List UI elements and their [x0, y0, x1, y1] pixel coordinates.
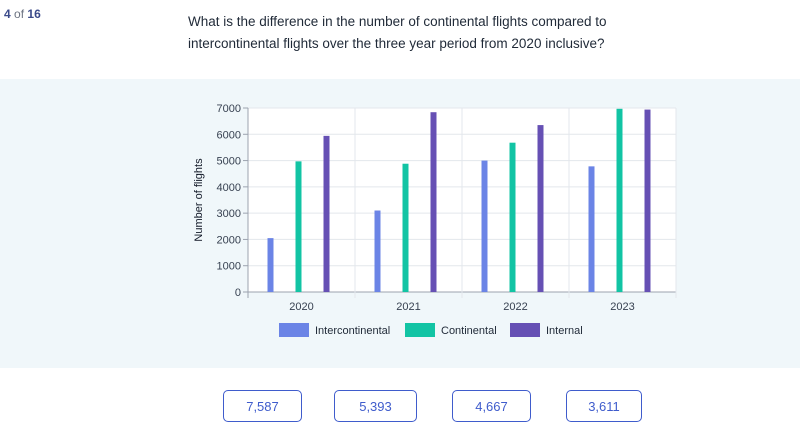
bar-internal-2022: [537, 125, 544, 292]
total-question-number: 16: [27, 7, 41, 21]
y-tick-label: 0: [235, 287, 241, 299]
bar-internal-2023: [644, 109, 651, 292]
x-tick-label: 2021: [396, 301, 420, 313]
y-tick-label: 3000: [217, 208, 241, 220]
counter-of-label: of: [14, 7, 25, 21]
answer-option-2[interactable]: 5,393: [334, 390, 417, 422]
x-tick-label: 2022: [503, 301, 527, 313]
answer-options: 7,587 5,393 4,667 3,611: [0, 390, 800, 424]
bar-intercontinental-2020: [267, 238, 274, 292]
answer-option-4[interactable]: 3,611: [566, 390, 642, 422]
y-tick-label: 5000: [217, 156, 241, 168]
bar-intercontinental-2021: [374, 210, 381, 292]
x-tick-label: 2020: [289, 301, 313, 313]
legend-swatch-continental: [405, 323, 435, 337]
bar-internal-2020: [323, 135, 330, 292]
answer-option-1[interactable]: 7,587: [223, 390, 302, 422]
question-text: What is the difference in the number of …: [188, 14, 607, 51]
x-tick-label: 2023: [610, 301, 634, 313]
bar-chart: 0 1000 2000 3000 4000 5000 6000 7000 2020 2021 202…: [193, 103, 677, 337]
bar-continental-2022: [509, 142, 516, 292]
question-counter: 4 of 16: [4, 7, 41, 21]
bar-continental-2021: [402, 163, 409, 292]
bar-internal-2021: [430, 112, 437, 292]
bar-continental-2020: [295, 161, 302, 292]
y-tick-label: 7000: [217, 103, 241, 115]
current-question-number: 4: [4, 7, 11, 21]
bar-continental-2023: [616, 108, 623, 292]
chart-panel: 0 1000 2000 3000 4000 5000 6000 7000 2020 2021 202…: [0, 79, 800, 368]
bar-intercontinental-2023: [588, 166, 595, 292]
bar-intercontinental-2022: [481, 160, 488, 292]
y-tick-label: 1000: [217, 261, 241, 273]
legend-swatch-intercontinental: [279, 323, 309, 337]
legend-label-internal: Internal: [546, 325, 583, 337]
legend-swatch-internal: [510, 323, 540, 337]
legend-label-intercontinental: Intercontinental: [315, 325, 390, 337]
y-tick-label: 6000: [217, 129, 241, 141]
legend-label-continental: Continental: [441, 325, 497, 337]
y-axis-label: Number of flights: [193, 158, 205, 242]
y-tick-label: 2000: [217, 234, 241, 246]
y-tick-label: 4000: [217, 182, 241, 194]
answer-option-3[interactable]: 4,667: [452, 390, 531, 422]
